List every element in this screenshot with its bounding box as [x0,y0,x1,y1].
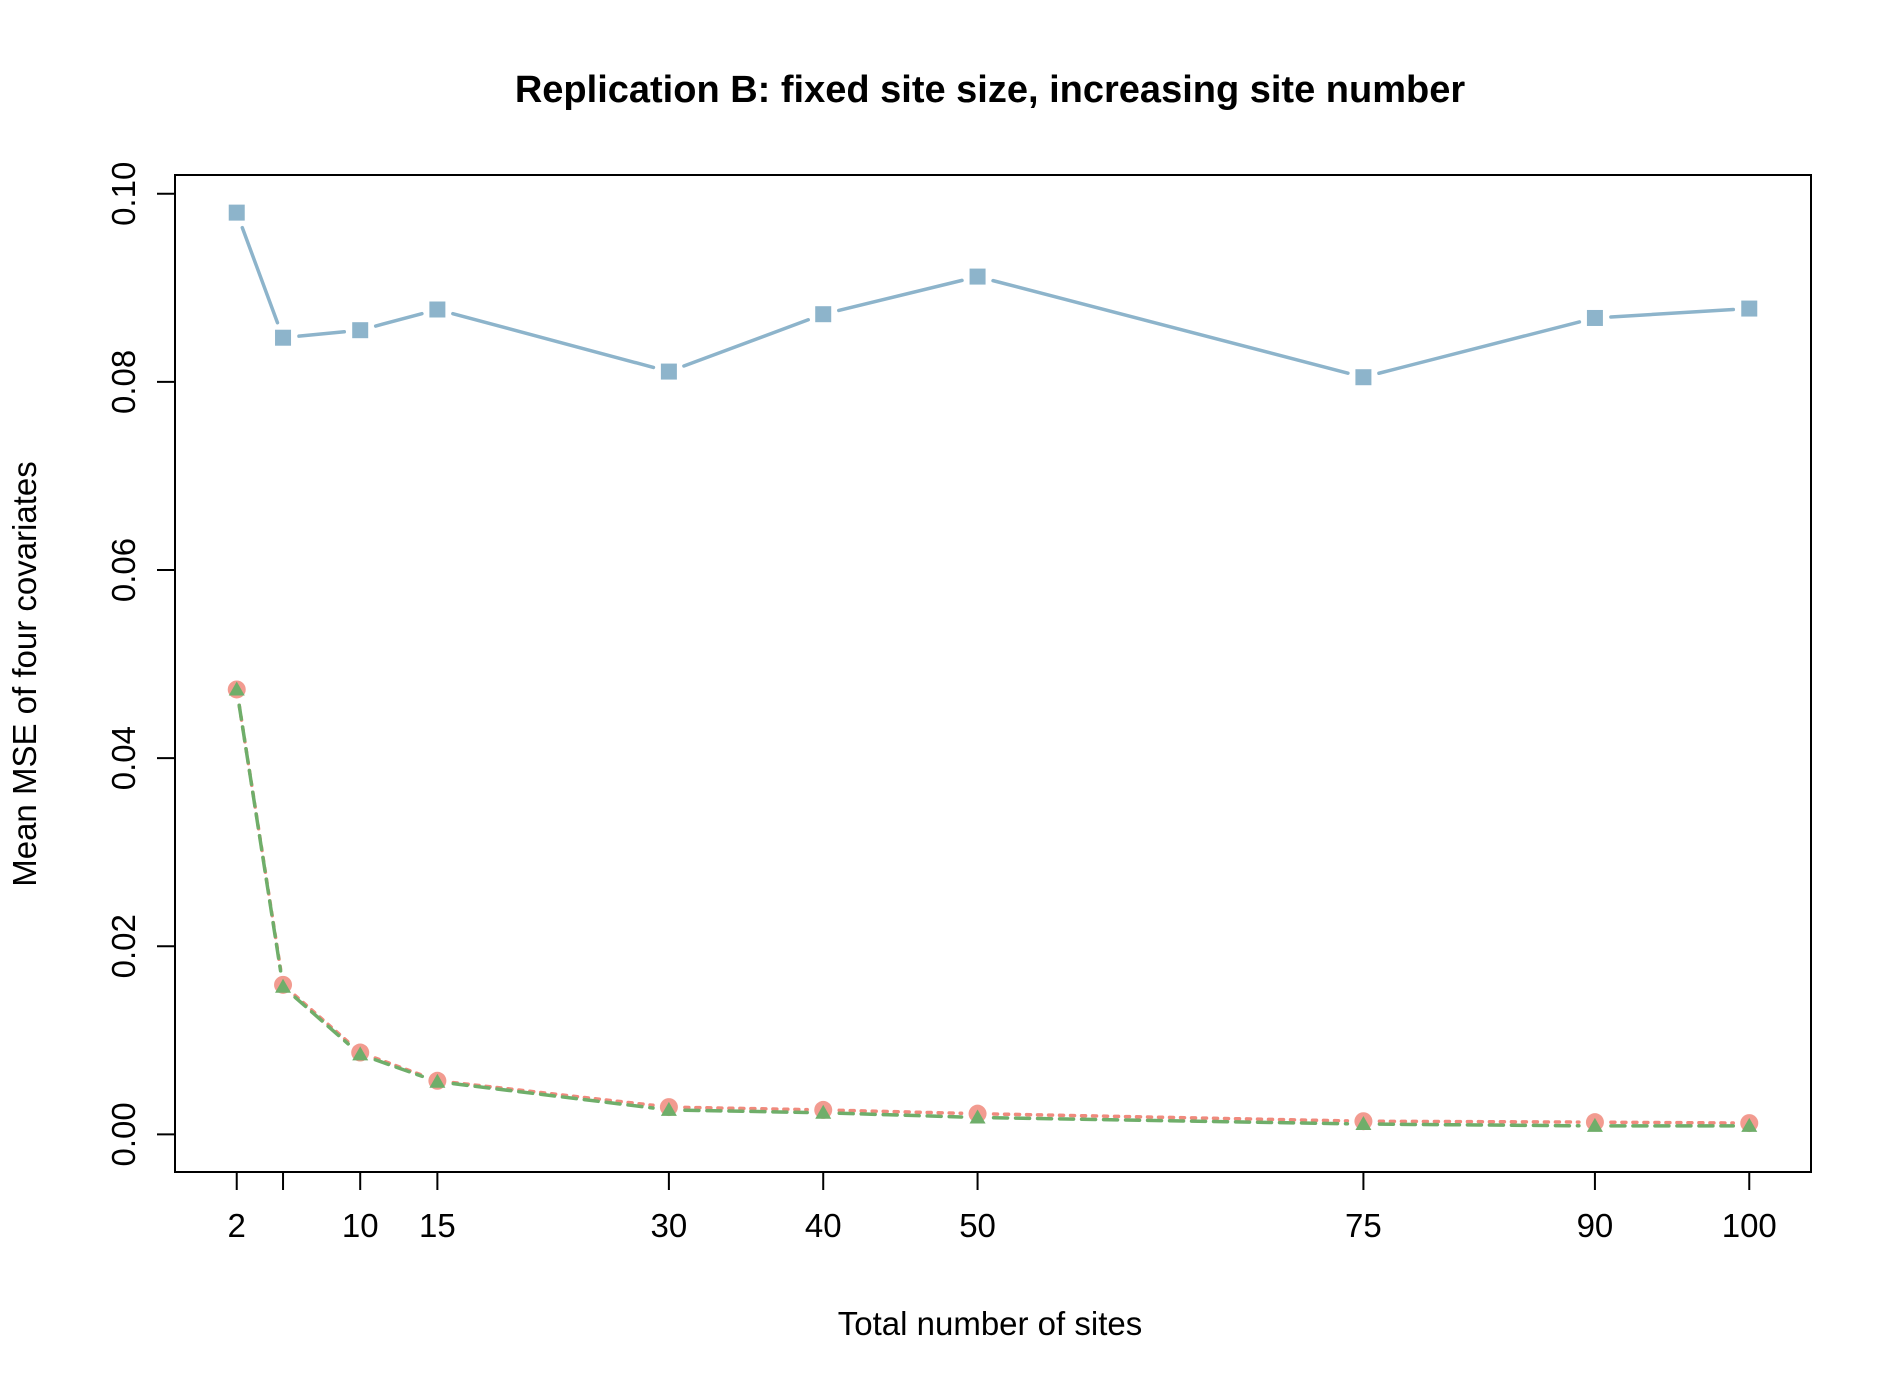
x-tick-label: 15 [419,1207,456,1244]
series-segment [837,278,964,313]
data-point [969,1109,986,1124]
y-tick-label: 0.02 [105,914,142,978]
series-segment [683,1105,809,1112]
series-segment [837,1108,964,1116]
y-tick-label: 0.04 [105,726,142,790]
chart-title: Replication B: fixed site size, increasi… [515,69,1465,111]
data-point [352,322,369,339]
data-point [275,978,292,993]
x-tick-label: 50 [959,1207,996,1244]
data-point [1355,369,1372,386]
data-point [815,306,832,323]
x-tick-label: 2 [228,1207,246,1244]
y-axis-label: Mean MSE of four covariates [6,461,43,887]
series-1 [228,204,1758,386]
x-tick-label: 10 [342,1207,379,1244]
x-tick-label: 90 [1577,1207,1614,1244]
data-point [815,1104,832,1119]
data-point [352,1046,369,1061]
data-point [660,363,677,380]
y-tick-label: 0.00 [105,1102,142,1166]
x-tick-label: 100 [1722,1207,1777,1244]
data-point [969,268,986,285]
series-segment [683,1108,809,1115]
y-tick-label: 0.10 [105,162,142,226]
series-segment [293,995,350,1046]
series-segment [373,311,424,328]
data-point [1586,1117,1603,1132]
series-segment [1377,1122,1581,1128]
data-point [429,301,446,318]
data-point [1586,309,1603,326]
data-point [228,204,245,221]
x-axis-label: Total number of sites [838,1305,1142,1342]
data-point [1741,300,1758,317]
series-segment [991,278,1350,375]
data-point [275,329,292,346]
y-axis: 0.00 0.02 0.04 0.06 0.08 0.10 [105,162,176,1166]
series-segment [1377,1119,1581,1124]
x-tick-label: 75 [1345,1207,1382,1244]
series-segment [837,1111,964,1119]
series-segment [1377,320,1582,376]
series-segment [240,225,280,325]
series-segment [451,311,656,370]
data-point [228,681,245,696]
series-segment [297,329,347,338]
series-2 [227,680,1759,1133]
data-point [1355,1116,1372,1131]
series-layer [227,204,1759,1133]
series-segment [1609,1120,1736,1125]
series-segment [991,1112,1350,1123]
series-3 [228,681,1758,1132]
x-axis: 2 10 15 30 40 50 75 90 100 [228,1171,1777,1244]
data-point [660,1101,677,1116]
x-tick-label: 30 [651,1207,688,1244]
series-segment [237,703,283,973]
series-segment [373,1058,425,1079]
data-point [1741,1117,1758,1132]
series-segment [451,1081,655,1110]
y-tick-label: 0.06 [105,538,142,602]
series-segment [682,318,810,368]
data-point [429,1073,446,1088]
series-segment [1609,307,1736,319]
y-tick-label: 0.08 [105,350,142,414]
series-segment [991,1115,1350,1126]
x-tick-label: 40 [805,1207,842,1244]
